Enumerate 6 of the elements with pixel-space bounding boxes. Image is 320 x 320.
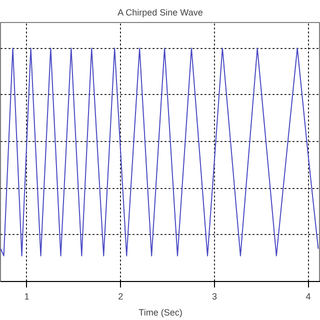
x-axis-title: Time (Sec) [138,308,182,318]
x-tick-label: 1 [24,292,30,302]
chart-title: A Chirped Sine Wave [118,8,203,18]
x-tick-label: 3 [212,292,217,302]
x-tick-label: 4 [306,292,311,302]
x-tick-label: 2 [118,292,124,302]
